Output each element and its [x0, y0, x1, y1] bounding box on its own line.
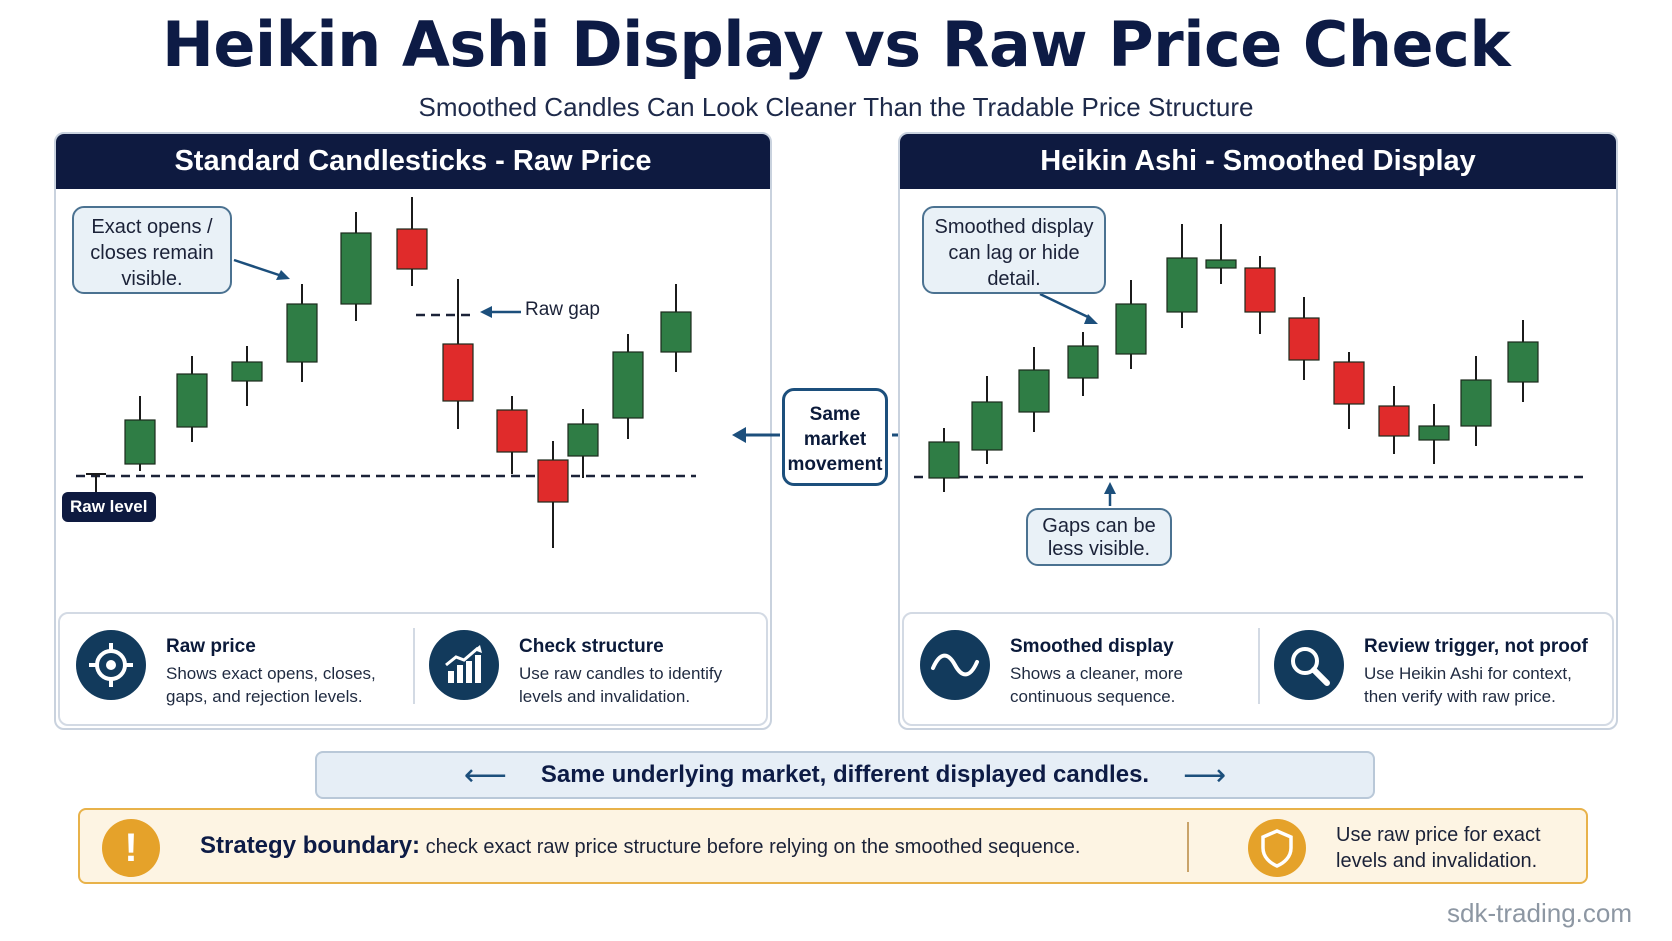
raw-gap-arrow-head	[480, 306, 492, 318]
raw-info-row: Raw price Shows exact opens, closes, gap…	[58, 612, 768, 726]
heikin-ashi-panel: Heikin Ashi - Smoothed Display Smoothed …	[898, 132, 1618, 730]
candle-body	[1507, 341, 1539, 383]
candle-body	[1067, 345, 1099, 379]
candle-body	[1460, 379, 1492, 427]
shield-icon	[1248, 819, 1306, 877]
candle-body	[1018, 369, 1050, 413]
candle-body	[340, 232, 372, 305]
ha-lag-callout: Smoothed display can lag or hide detail.	[922, 206, 1106, 294]
candle-body	[1288, 317, 1320, 361]
candle-body	[612, 351, 644, 419]
raw-candlestick-chart	[76, 197, 696, 548]
banner-text: Same underlying market, different displa…	[540, 761, 1150, 788]
strategy-desc: check exact raw price structure before r…	[425, 836, 1081, 858]
info-desc: Use Heikin Ashi for context, then verify…	[1364, 664, 1572, 706]
same-market-box: Same market movement	[782, 388, 888, 486]
candle-body	[1418, 425, 1450, 441]
page-subtitle: Smoothed Candles Can Look Cleaner Than t…	[418, 92, 1254, 122]
info-desc: Shows a cleaner, more continuous sequenc…	[1010, 664, 1183, 706]
ha-gap-callout: Gaps can be less visible.	[1026, 508, 1172, 566]
candle-body	[537, 459, 569, 503]
callout-arrow-head	[276, 270, 290, 280]
footer-site: sdk-trading.com	[1447, 898, 1632, 928]
strategy-label: Strategy boundary:	[200, 832, 421, 859]
warning-icon: !	[102, 819, 160, 877]
candle-body	[496, 409, 528, 453]
raw-level-badge: Raw level	[62, 492, 156, 522]
strategy-boundary-box: ! Strategy boundary: check exact raw pri…	[78, 808, 1588, 884]
candle-body	[567, 423, 599, 457]
check-structure-info: Check structure Use raw candles to ident…	[413, 614, 766, 724]
strategy-text: Strategy boundary: check exact raw price…	[200, 832, 1080, 860]
ha-panel-header: Heikin Ashi - Smoothed Display	[900, 134, 1616, 189]
target-icon	[76, 630, 146, 700]
candle-body	[124, 419, 156, 465]
arrow-left-icon: ⟵	[463, 758, 507, 792]
candle-body	[1333, 361, 1365, 405]
ha-callout-arrow-head	[1084, 314, 1098, 324]
candle-body	[176, 373, 208, 428]
ha-gap-arrow-head	[1104, 482, 1116, 494]
ha-callout-arrow	[1039, 292, 1091, 320]
strategy-right-text: Use raw price for exact levels and inval…	[1336, 824, 1541, 872]
candle-body	[1205, 259, 1237, 269]
candle-body	[1378, 405, 1410, 437]
raw-price-info: Raw price Shows exact opens, closes, gap…	[60, 614, 413, 724]
page-title: Heikin Ashi Display vs Raw Price Check	[161, 8, 1511, 81]
info-title: Raw price	[166, 636, 256, 657]
candle-body	[396, 228, 428, 270]
info-desc: Shows exact opens, closes, gaps, and rej…	[166, 664, 376, 706]
candle-body	[928, 441, 960, 479]
raw-gap-label: Raw gap	[525, 299, 600, 320]
review-trigger-info: Review trigger, not proof Use Heikin Ash…	[1258, 614, 1612, 724]
raw-exact-callout: Exact opens / closes remain visible.	[72, 206, 232, 294]
left-arrow-head	[732, 427, 746, 443]
wave-icon	[920, 630, 990, 700]
candle-body	[442, 343, 474, 402]
candle-body	[971, 401, 1003, 451]
ha-info-row: Smoothed display Shows a cleaner, more c…	[902, 612, 1614, 726]
candle-body	[1244, 267, 1276, 313]
callout-arrow	[233, 258, 283, 278]
candle-body	[286, 303, 318, 363]
candle-body	[1166, 257, 1198, 313]
info-title: Smoothed display	[1010, 636, 1174, 657]
info-title: Check structure	[519, 636, 664, 657]
candle-body	[231, 361, 263, 382]
candle-body	[1115, 303, 1147, 355]
info-title: Review trigger, not proof	[1364, 636, 1588, 657]
smoothed-display-info: Smoothed display Shows a cleaner, more c…	[904, 614, 1258, 724]
candle-body	[660, 311, 692, 353]
raw-panel-header: Standard Candlesticks - Raw Price	[56, 134, 770, 189]
strategy-divider	[1187, 822, 1189, 872]
bar-chart-trend-icon	[429, 630, 499, 700]
same-market-banner: ⟵ Same underlying market, different disp…	[315, 751, 1375, 799]
raw-price-panel: Standard Candlesticks - Raw Price Exact …	[54, 132, 772, 730]
info-desc: Use raw candles to identify levels and i…	[519, 664, 723, 706]
magnifier-icon	[1274, 630, 1344, 700]
arrow-right-icon: ⟶	[1183, 758, 1227, 792]
heikin-ashi-chart	[914, 224, 1586, 506]
